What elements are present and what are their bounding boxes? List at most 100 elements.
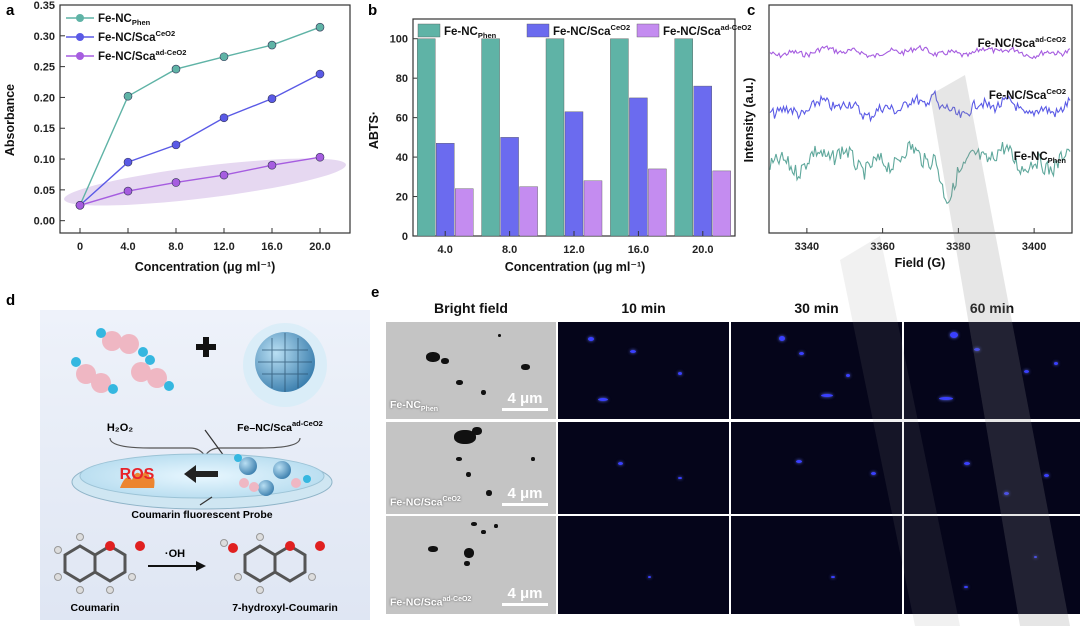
bright-field-image: Fe-NCPhen 4 μm [386, 322, 556, 419]
fluorescent-spot-3 [939, 397, 953, 400]
fluorescent-spot-2 [846, 374, 850, 377]
bar-2-0 [455, 188, 474, 237]
scale-bar-label: 4 μm [507, 485, 543, 502]
particle-4 [481, 390, 486, 395]
plot-frame [59, 4, 351, 234]
bar-1-4 [693, 85, 712, 237]
particle-4 [464, 561, 470, 566]
bar-1-3 [629, 97, 648, 237]
legend-swatch [636, 23, 660, 38]
data-point-1-5 [315, 69, 325, 79]
y-tick-label: 80 [396, 73, 408, 85]
bar-1-0 [436, 143, 455, 237]
column-header-30min: 30 min [794, 300, 839, 316]
x-tick-label: 8.0 [502, 244, 517, 256]
data-point-0-5 [315, 22, 325, 32]
fluorescent-spot-0 [831, 576, 835, 578]
y-tick-label: 0 [402, 231, 408, 243]
y-tick-label: 20 [396, 192, 408, 204]
fluorescent-spot-1 [1034, 556, 1037, 558]
bar-2-3 [648, 168, 667, 237]
y-tick-label: 0.30 [34, 31, 55, 43]
highlight-ellipse [64, 158, 346, 206]
particle-2 [428, 546, 438, 552]
fluorescent-spot-1 [871, 472, 876, 475]
h2o2-molecules-icon [71, 328, 174, 394]
scale-bar-label: 4 μm [507, 585, 543, 602]
x-axis-label: Concentration (μg ml⁻¹) [505, 260, 646, 274]
coumarin-label: Coumarin [70, 602, 119, 614]
sample-label: Fe-NCPhen [390, 398, 439, 413]
bar-1-2 [564, 111, 584, 237]
x-tick-label: 0 [77, 241, 83, 253]
particle-5 [498, 334, 501, 337]
fluorescent-spot-3 [821, 394, 833, 397]
bar-0-3 [610, 38, 629, 237]
fluorescent-spot-1 [678, 477, 682, 479]
data-point-2-4 [267, 160, 277, 170]
data-point-1-1 [123, 157, 133, 167]
probe-schematic: H₂O₂ Fe–NC/Scaad-CeO2 ROS [40, 310, 370, 620]
fluorescent-spot-2 [678, 372, 682, 375]
fluorescent-spot-3 [598, 398, 608, 401]
nanozyme-sphere-icon [243, 323, 327, 407]
bar-2-1 [519, 186, 538, 237]
panel-letter-c: c [747, 2, 755, 19]
x-tick-label: 3340 [795, 241, 819, 253]
x-tick-label: 16.0 [628, 244, 649, 256]
fluorescent-spot-0 [796, 460, 802, 463]
particle-2 [456, 457, 462, 461]
epr-spectra-chart: 3340 3360 3380 3400 Fe-NC/Scaad-CeO2 Fe-NC/S… [742, 4, 1073, 270]
legend-entry-2: Fe-NC/Scaad-CeO2 [98, 48, 186, 63]
x-tick-label: 16.0 [261, 241, 282, 253]
spectrum-line-0 [769, 44, 1071, 60]
sample-label: Fe-NC/Scaad-CeO2 [390, 595, 472, 609]
particle-3 [466, 472, 471, 477]
x-tick-label: 20.0 [309, 241, 330, 253]
legend-marker [76, 33, 84, 41]
particle-1 [481, 530, 486, 534]
particle-3 [521, 364, 530, 370]
hydroxy-coumarin-label: 7-hydroxyl-Coumarin [232, 602, 338, 614]
fluorescence-image [904, 422, 1080, 514]
fluorescent-spot-1 [630, 350, 636, 353]
x-tick-label: 12.0 [213, 241, 234, 253]
data-point-2-3 [219, 170, 229, 180]
fluorescent-spot-0 [964, 586, 968, 588]
x-axis-label: Field (G) [895, 256, 946, 270]
spectrum-label-1: Fe-NC/ScaCeO2 [989, 87, 1066, 102]
y-axis-label: Absorbance [3, 84, 17, 156]
x-tick-label: 12.0 [563, 244, 584, 256]
panel-letter-b: b [368, 2, 377, 19]
y-tick-label: 0.15 [34, 123, 55, 135]
scale-bar-line [502, 503, 548, 506]
bar-0-2 [545, 38, 565, 237]
ros-label: ROS [120, 466, 155, 483]
fluorescence-image [731, 322, 902, 419]
fluorescent-spot-0 [588, 337, 594, 341]
legend-entry-0: Fe-NCPhen [444, 26, 497, 40]
y-tick-label: 0.10 [34, 154, 55, 166]
y-tick-label: 0.00 [34, 216, 55, 228]
y-tick-label: 0.35 [34, 0, 55, 12]
panel-letter-d: d [6, 292, 15, 309]
bar-0-0 [417, 38, 436, 237]
panel-letter-e: e [371, 284, 379, 301]
spectrum-label-2: Fe-NCPhen [1014, 151, 1067, 165]
y-axis-label: ABTS· [367, 111, 381, 149]
x-axis-label: Concentration (μg ml⁻¹) [135, 260, 276, 274]
scale-bar-label: 4 μm [507, 390, 543, 407]
legend-marker [76, 52, 84, 60]
fluorescence-image [731, 422, 902, 514]
x-tick-label: 8.0 [168, 241, 183, 253]
pointer-line [204, 429, 225, 457]
fluorescence-image [904, 516, 1080, 614]
particle-1 [441, 358, 449, 364]
particle-0 [454, 430, 476, 444]
fluorescent-spot-0 [618, 462, 623, 465]
legend-entry-1: Fe-NC/ScaCeO2 [553, 23, 630, 38]
data-point-0-1 [123, 91, 133, 101]
y-tick-label: 40 [396, 152, 408, 164]
sample-label: Fe-NC/ScaCeO2 [390, 495, 461, 509]
